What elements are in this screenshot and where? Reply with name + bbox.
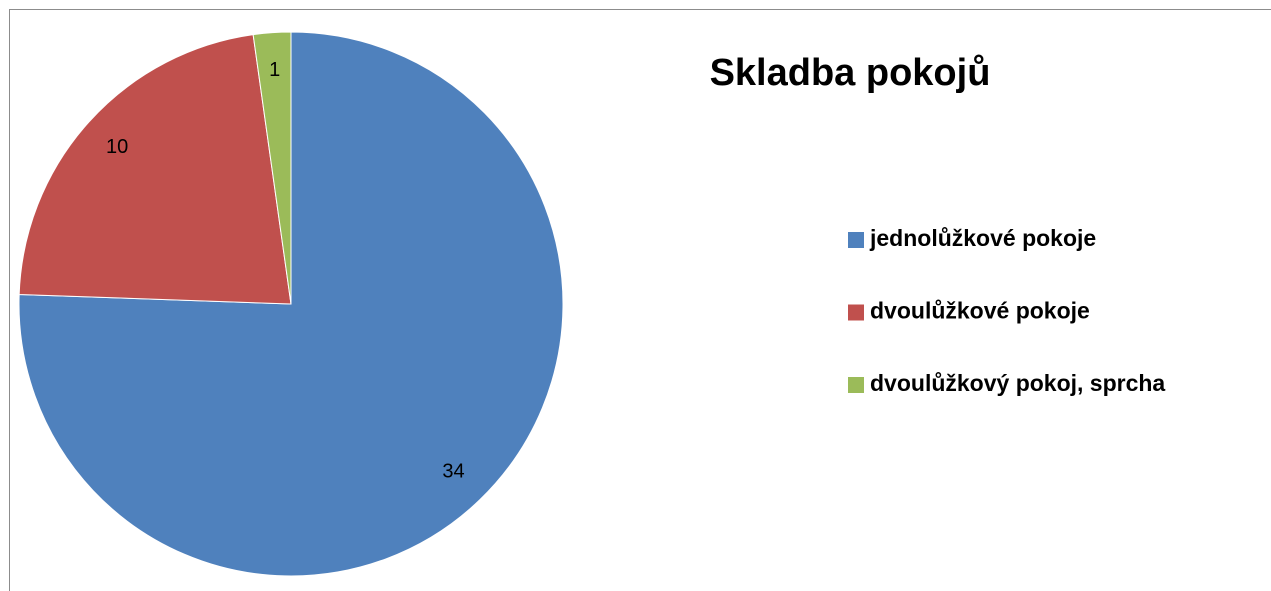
data-label: 34 xyxy=(442,461,464,483)
legend-label: dvoulůžkové pokoje xyxy=(870,298,1090,324)
data-label: 1 xyxy=(269,59,280,81)
legend-swatch xyxy=(848,377,864,393)
pie-slice xyxy=(18,34,292,305)
chart-title: Skladba pokojů xyxy=(710,52,991,94)
legend-label: dvoulůžkový pokoj, sprcha xyxy=(870,370,1165,396)
legend-swatch xyxy=(848,232,864,248)
pie-slice xyxy=(252,31,292,305)
legend-label: jednolůžkové pokoje xyxy=(869,225,1096,251)
data-label: 10 xyxy=(106,136,128,158)
legend-swatch xyxy=(848,304,864,321)
